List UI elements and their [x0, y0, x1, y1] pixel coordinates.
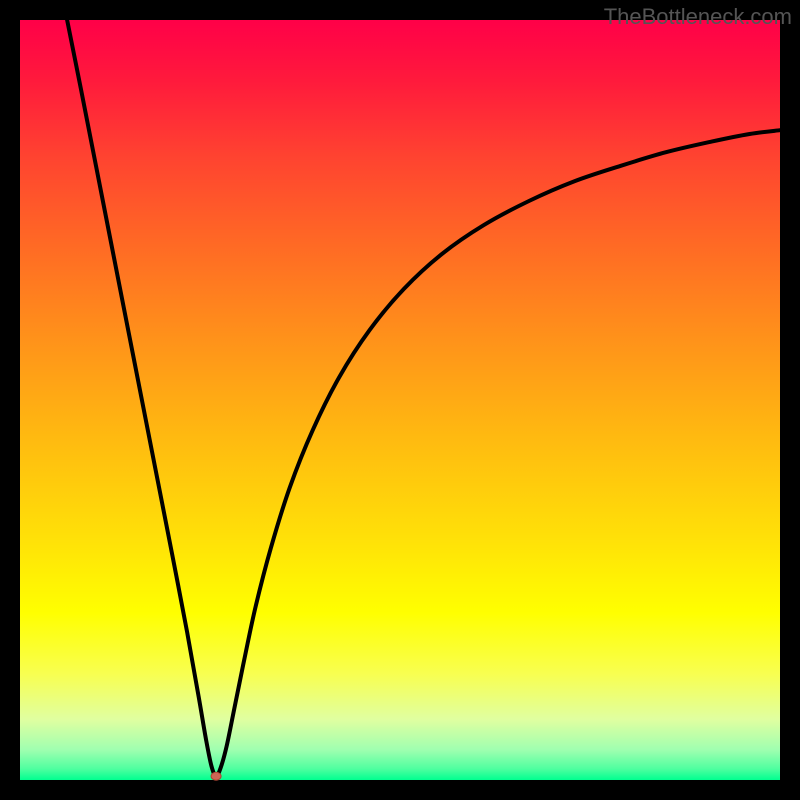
plot-background [20, 20, 780, 780]
bottleneck-chart: TheBottleneck.com [0, 0, 800, 800]
minimum-marker [211, 772, 221, 780]
chart-svg [0, 0, 800, 800]
